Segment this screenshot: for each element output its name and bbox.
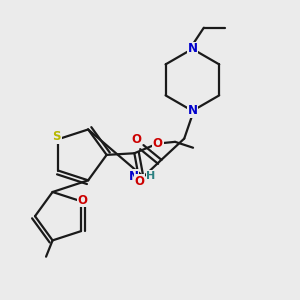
Text: N: N bbox=[188, 104, 197, 117]
Text: O: O bbox=[135, 175, 145, 188]
Text: N: N bbox=[129, 169, 139, 183]
Text: S: S bbox=[52, 130, 61, 143]
Text: O: O bbox=[153, 137, 163, 150]
Text: O: O bbox=[78, 194, 88, 207]
Text: H: H bbox=[146, 171, 155, 181]
Text: O: O bbox=[131, 133, 141, 146]
Text: N: N bbox=[188, 42, 197, 56]
